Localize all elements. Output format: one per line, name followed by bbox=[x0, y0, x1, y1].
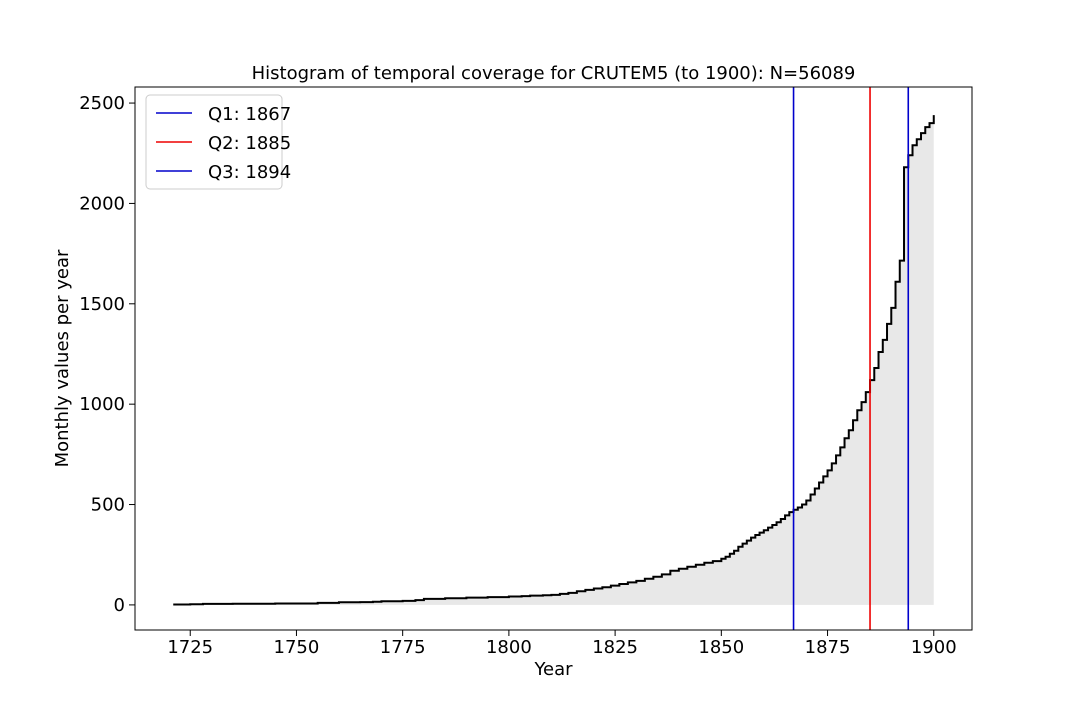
legend-box bbox=[145, 94, 283, 190]
y-tick-label: 500 bbox=[91, 495, 125, 516]
y-tick-label: 1000 bbox=[79, 394, 125, 415]
y-axis-label: Monthly values per year bbox=[52, 249, 73, 467]
y-tick-label: 0 bbox=[114, 595, 125, 616]
legend-label-q2: Q2: 1885 bbox=[208, 133, 291, 154]
y-tick-label: 1500 bbox=[79, 294, 125, 315]
legend: Q1: 1867 Q2: 1885 Q3: 1894 bbox=[145, 94, 291, 190]
legend-label-q3: Q3: 1894 bbox=[208, 162, 291, 183]
x-tick-label: 1875 bbox=[805, 637, 851, 658]
axes-frame bbox=[134, 86, 973, 631]
histogram-fill bbox=[173, 115, 934, 605]
x-tick-label: 1800 bbox=[486, 637, 532, 658]
y-tick-label: 2500 bbox=[79, 93, 125, 114]
x-tick-label: 1825 bbox=[592, 637, 638, 658]
x-tick-label: 1725 bbox=[167, 637, 213, 658]
x-axis: 1725 1750 1775 1800 1825 1850 1875 1900 bbox=[167, 630, 957, 658]
x-tick-label: 1750 bbox=[274, 637, 320, 658]
y-axis: 0 500 1000 1500 2000 2500 bbox=[79, 93, 135, 616]
legend-label-q1: Q1: 1867 bbox=[208, 104, 291, 125]
plot-area bbox=[173, 87, 935, 630]
x-tick-label: 1775 bbox=[380, 637, 426, 658]
y-tick-label: 2000 bbox=[79, 193, 125, 214]
chart-title: Histogram of temporal coverage for CRUTE… bbox=[252, 63, 856, 84]
x-tick-label: 1850 bbox=[698, 637, 744, 658]
x-axis-label: Year bbox=[533, 659, 573, 680]
x-tick-label: 1900 bbox=[911, 637, 957, 658]
